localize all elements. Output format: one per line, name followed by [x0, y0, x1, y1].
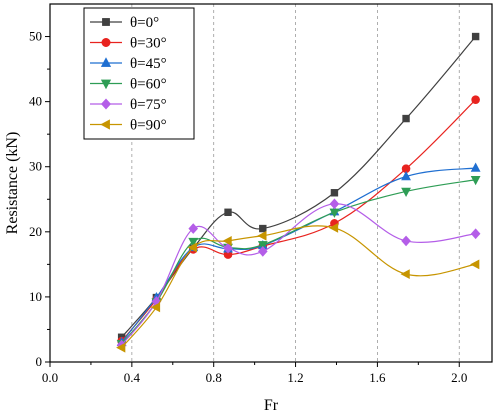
y-axis-title: Resistance (kN) [4, 132, 21, 235]
series-2-point-6 [401, 170, 411, 181]
legend-label-5: θ=90° [130, 118, 167, 134]
series-4-point-2 [188, 223, 199, 234]
series-2-point-7 [470, 162, 481, 172]
x-tick-label-3: 1.2 [287, 370, 303, 385]
x-axis-title: Fr [264, 397, 279, 414]
series-line-2 [121, 167, 476, 343]
y-tick-label-0: 0 [36, 354, 43, 369]
plot-frame [49, 3, 493, 363]
x-tick-label-1: 0.4 [124, 370, 141, 385]
series-3-point-2 [188, 237, 199, 248]
series-3 [116, 176, 481, 350]
series-0-point-5 [330, 189, 339, 197]
axes-layer: 0.0 0.4 0.8 1.2 1.6 2.0 0 10 20 30 40 50 [29, 3, 493, 385]
y-tick-label-5: 50 [29, 29, 42, 44]
series-line-4 [121, 203, 476, 346]
legend-label-0: θ=0° [130, 15, 159, 31]
legend-marker-0 [102, 18, 110, 26]
legend-marker-4 [100, 98, 112, 110]
series-4-point-3 [223, 242, 233, 254]
series-5-point-4 [257, 230, 267, 241]
y-tick-label-4: 40 [29, 94, 42, 109]
series-3-point-7 [470, 176, 481, 186]
legend-label-4: θ=75° [130, 97, 167, 113]
series-0-point-3 [224, 208, 232, 216]
series-line-3 [121, 179, 476, 345]
series-5-point-2 [187, 242, 197, 253]
legend-marker-2 [100, 57, 112, 67]
y-tick-label-1: 10 [29, 289, 42, 304]
series-line-5 [121, 225, 476, 349]
legend-marker-1 [101, 37, 111, 47]
series-3-point-4 [257, 241, 268, 251]
x-tick-label-4: 1.6 [369, 370, 386, 385]
legend-marker-5 [100, 119, 110, 130]
legend-box [83, 7, 195, 140]
series-5-point-3 [222, 236, 232, 246]
series-4-point-6 [401, 235, 411, 247]
legend-label-2: θ=45° [130, 56, 167, 72]
series-4-point-7 [470, 228, 481, 240]
series-1-point-7 [471, 95, 480, 104]
y-tick-label-3: 30 [29, 159, 42, 174]
series-layer [116, 32, 481, 353]
series-5-point-0 [116, 342, 126, 353]
series-5-point-5 [328, 223, 339, 233]
x-tick-label-5: 2.0 [451, 370, 467, 385]
series-5-point-1 [150, 302, 161, 313]
series-0-point-6 [402, 114, 410, 123]
series-0-point-4 [259, 224, 267, 233]
x-tick-label-2: 0.8 [206, 370, 222, 385]
series-5 [116, 223, 480, 353]
x-tick-label-0: 0.0 [42, 370, 58, 385]
series-4-point-5 [329, 198, 340, 210]
y-tick-label-2: 20 [29, 224, 42, 239]
series-5-point-7 [470, 259, 480, 270]
series-2 [116, 162, 481, 347]
legend: θ=0° θ=30° θ=45° θ=60° θ=75° θ=90° [83, 7, 195, 140]
series-3-point-6 [401, 187, 411, 198]
legend-label-3: θ=60° [130, 77, 167, 93]
series-0-point-7 [471, 32, 480, 41]
legend-marker-3 [100, 79, 112, 90]
legend-label-1: θ=30° [130, 36, 167, 52]
series-4-point-4 [258, 245, 268, 257]
series-5-point-6 [400, 269, 410, 280]
